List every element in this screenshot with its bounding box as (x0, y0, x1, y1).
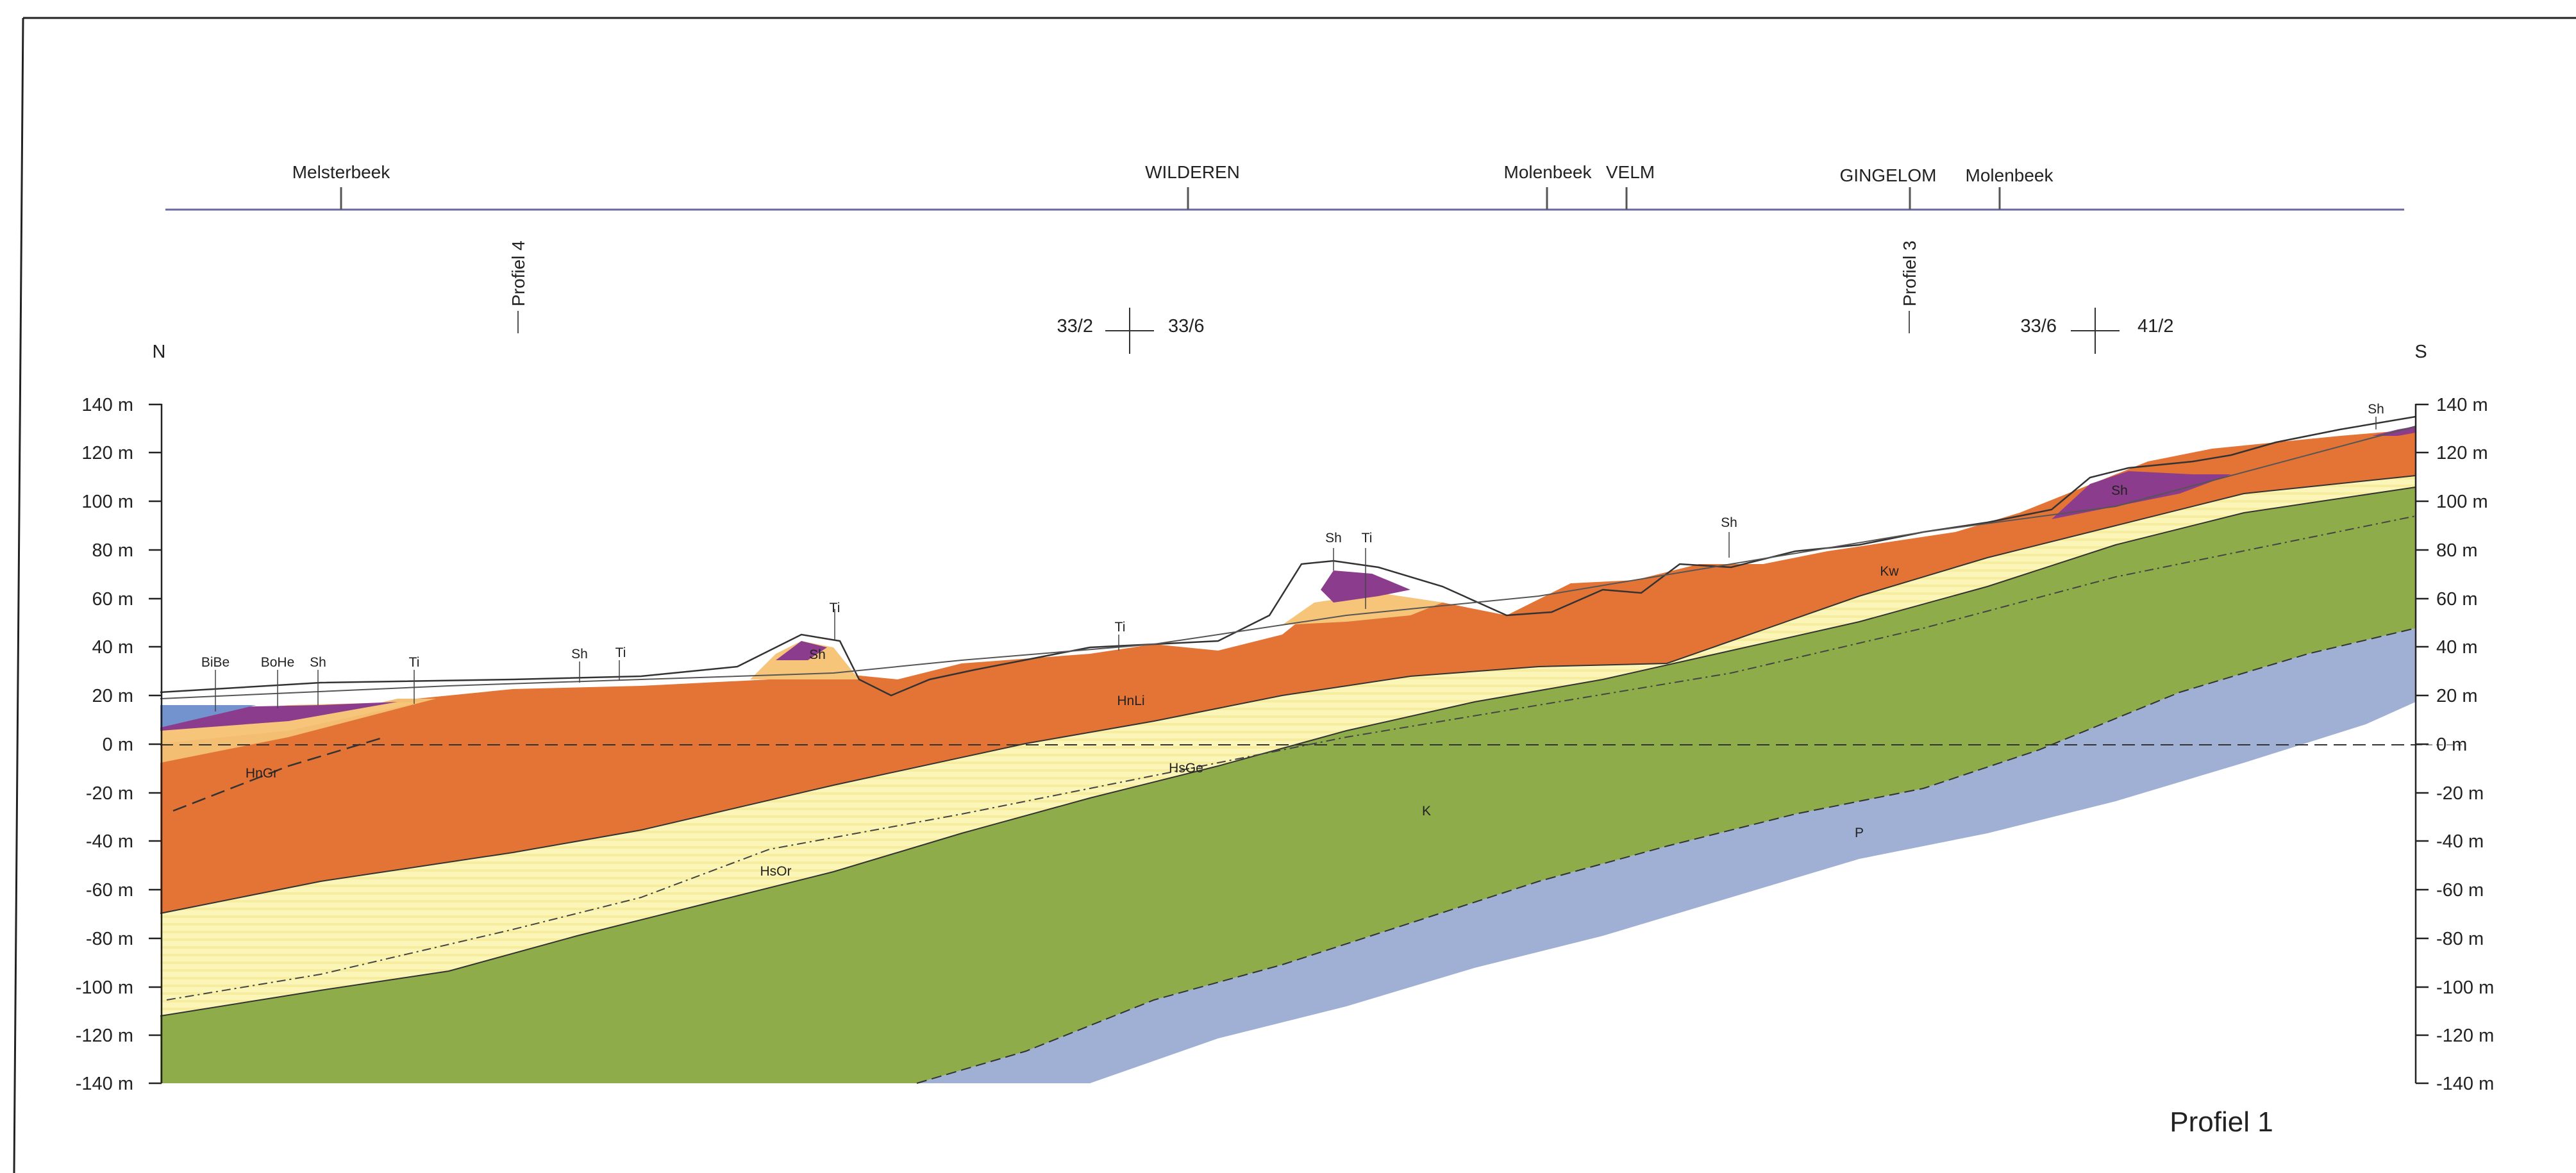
place-label-melsterbeek: Melsterbeek (292, 162, 391, 182)
unit-label-ti: Ti (615, 645, 626, 660)
unit-leaders (215, 417, 2377, 711)
right-axis (2414, 403, 2429, 1085)
unit-label-ti: Ti (1115, 620, 1126, 635)
left-tick-label: -120 m (76, 1026, 133, 1046)
right-tick-label: 120 m (2436, 443, 2488, 463)
place-label-molenbeek-2: Molenbeek (1966, 165, 2054, 185)
right-tick-label: -60 m (2436, 880, 2484, 901)
left-tick-label: -100 m (76, 978, 133, 998)
page-frame (13, 17, 2576, 1173)
left-tick-label: 20 m (92, 686, 133, 706)
map-sheet-cross-right (2071, 308, 2120, 354)
left-tick-label: 40 m (92, 637, 133, 658)
right-tick-label: 20 m (2436, 686, 2477, 706)
place-label-molenbeek: Molenbeek (1504, 162, 1593, 182)
unit-label-sh: Sh (809, 647, 826, 662)
right-tick-label: 60 m (2436, 589, 2477, 610)
right-tick-label: 100 m (2436, 492, 2488, 512)
north-label: N (153, 342, 166, 362)
unit-label-sh: Sh (2368, 402, 2384, 417)
unit-label-sh: Sh (310, 655, 326, 670)
layer-sh-right (2052, 471, 2231, 519)
boundary-hnli-bottom (160, 475, 2416, 914)
topographic-surface (160, 415, 2416, 697)
left-tick-label: 60 m (92, 589, 133, 610)
right-axis-labels: 140 m 120 m 100 m 80 m 60 m 40 m 20 m 0 … (2436, 395, 2494, 1094)
unit-label-k: K (1422, 804, 1431, 819)
boundary-p-top (916, 628, 2416, 1084)
right-tick-label: 140 m (2436, 395, 2488, 415)
layer-bibe (160, 705, 256, 728)
right-tick-label: -20 m (2436, 783, 2484, 804)
unit-label-ti: Ti (409, 655, 420, 670)
unit-label-hngr: HnGr (246, 766, 278, 781)
right-tick-label: -80 m (2436, 929, 2484, 949)
left-tick-label: -80 m (86, 929, 133, 949)
unit-label-hsor: HsOr (760, 864, 792, 879)
left-tick-label: -140 m (76, 1074, 133, 1094)
map-sheet-cross-left (1105, 308, 1154, 354)
layer-hsor-hsge (160, 476, 2416, 1016)
map-sheet-label: 33/6 (2021, 316, 2057, 337)
layer-hngr (160, 699, 436, 763)
unit-label-sh: Sh (1721, 515, 1737, 530)
left-tick-label: -60 m (86, 880, 133, 901)
layer-ti-left (160, 699, 436, 744)
unit-label-ti: Ti (830, 601, 841, 615)
place-label-velm: VELM (1606, 162, 1655, 182)
right-tick-label: 80 m (2436, 540, 2477, 561)
profiel-4-label: Profiel 4 (508, 240, 528, 306)
map-sheet-label: 41/2 (2137, 316, 2173, 337)
left-tick-label: -40 m (86, 831, 133, 852)
unit-label-sh: Sh (571, 647, 588, 661)
boundary-hsor-dashdot (166, 515, 2416, 1001)
map-sheet-label: 33/2 (1057, 316, 1093, 337)
unit-label-ti: Ti (1362, 531, 1373, 545)
unit-label-sh: Sh (2111, 483, 2128, 498)
unit-label-bibe: BiBe (201, 655, 230, 670)
unit-label-hnli: HnLi (1117, 694, 1144, 708)
right-tick-label: -120 m (2436, 1026, 2494, 1046)
unit-label-sh: Sh (1325, 531, 1342, 545)
fault-line (172, 736, 385, 812)
place-ticks (340, 187, 2001, 210)
upper-boundary-line (160, 426, 2416, 699)
right-tick-label: 40 m (2436, 637, 2477, 658)
unit-label-hsge: HsGe (1169, 761, 1203, 776)
left-axis (149, 403, 163, 1085)
boundary-k-top (160, 487, 2416, 1017)
map-sheet-label: 33/6 (1168, 316, 1204, 337)
profile-title: Profiel 1 (2170, 1106, 2273, 1138)
place-label-gingelom: GINGELOM (1840, 165, 1937, 185)
right-tick-label: 0 m (2436, 735, 2467, 755)
left-tick-label: 80 m (92, 540, 133, 561)
layer-ti-ridge (1282, 593, 1443, 625)
left-tick-label: 120 m (81, 443, 133, 463)
unit-label-kw: Kw (1880, 564, 1899, 579)
unit-label-p: P (1855, 826, 1864, 840)
south-label: S (2414, 342, 2427, 362)
left-axis-labels: 140 m 120 m 100 m 80 m 60 m 40 m 20 m 0 … (76, 395, 133, 1094)
layer-p (917, 628, 2416, 1083)
unit-label-bohe: BoHe (261, 655, 295, 670)
place-label-wilderen: WILDEREN (1145, 162, 1240, 182)
right-tick-label: -140 m (2436, 1074, 2494, 1094)
right-tick-label: -40 m (2436, 831, 2484, 852)
right-tick-label: -100 m (2436, 978, 2494, 998)
left-tick-label: 100 m (81, 492, 133, 512)
layer-k (160, 487, 2416, 1083)
layer-sh-mid (776, 641, 827, 660)
left-tick-label: -20 m (86, 783, 133, 804)
layer-hnli (160, 429, 2416, 913)
left-tick-label: 140 m (81, 395, 133, 415)
left-tick-label: 0 m (103, 735, 133, 755)
profiel-3-label: Profiel 3 (1900, 240, 1919, 306)
